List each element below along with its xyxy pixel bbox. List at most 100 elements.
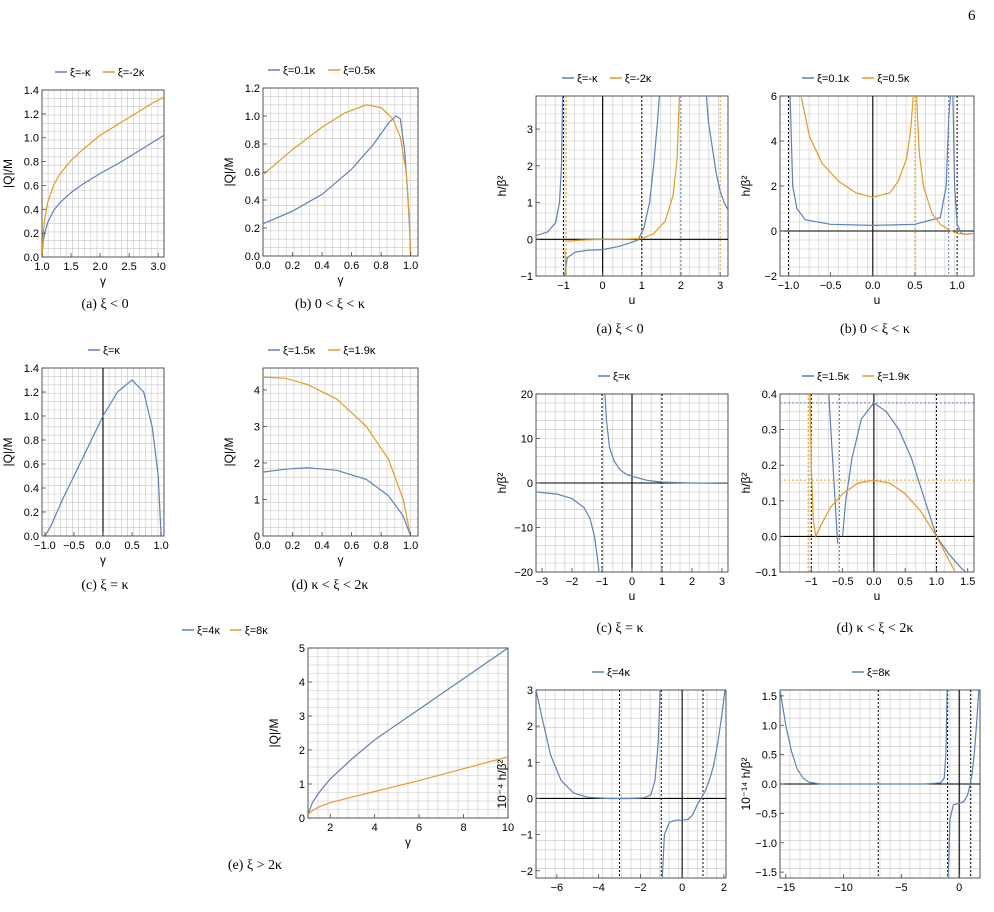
plot-svg: −6 −4 −2 0 2 −2 −1 0 1 2 3 10⁻⁴ h/β² ξ=4κ xyxy=(495,667,727,894)
y-tick-label: 4 xyxy=(254,385,260,397)
caption-left-d: (d) κ < ξ < 2κ xyxy=(291,578,369,593)
y-tick-label: 2 xyxy=(299,745,305,757)
legend-label: ξ=-κ xyxy=(70,67,91,79)
series-line-1 xyxy=(263,115,412,256)
caption-right-d: (d) κ < ξ < 2κ xyxy=(836,621,914,636)
plot-svg: −1.0 −0.5 0.0 0.5 1.0 −2 0 2 4 6 u h/β² ξ=0.1κ ξ=0.5κ xyxy=(739,73,975,307)
panel-left-e: 2 4 6 8 10 0 1 2 3 4 5 γ |Q|/M ξ=4κ ξ=8κ xyxy=(182,618,524,852)
panel-left-d: 0.0 0.2 0.4 0.6 0.8 1.0 0 1 2 3 4 γ |Q|/M ξ=1.5κ ξ=1.9… xyxy=(222,340,434,570)
panel-left-a: 1.0 1.5 2.0 2.5 3.0 0.0 0.2 0.4 0.6 0.8 1.0 1.2 1.4 γ… xyxy=(0,60,180,291)
legend: ξ=4κ ξ=8κ xyxy=(182,625,268,637)
y-tick-label: 0.0 xyxy=(24,252,39,264)
series-line-1 xyxy=(828,394,839,544)
x-tick-label: −0.5 xyxy=(832,576,854,588)
plot-frame xyxy=(535,95,729,277)
y-axis-label: h/β² xyxy=(495,473,509,494)
x-tick-label: 0 xyxy=(629,576,635,588)
x-tick-label: −1 xyxy=(596,576,609,588)
legend-label: ξ=8κ xyxy=(245,625,268,637)
x-tick-label: 0.0 xyxy=(865,280,880,292)
y-tick-label: −1 xyxy=(520,830,533,842)
plot-frame xyxy=(779,393,975,573)
y-tick-label: 0.8 xyxy=(245,139,260,151)
panel-left-b: 0.0 0.2 0.4 0.6 0.8 1.0 0.0 0.2 0.4 0.6 0.8 1.0 1.2 γ… xyxy=(222,60,434,290)
grid xyxy=(779,393,975,573)
y-tick-label: 10 xyxy=(521,434,533,446)
x-tick-label: 0 xyxy=(600,280,606,292)
legend: ξ=κ xyxy=(598,371,630,383)
legend-label: ξ=1.9κ xyxy=(877,371,910,383)
y-axis-label: |Q|/M xyxy=(222,158,236,187)
y-tick-label: 1 xyxy=(527,198,533,210)
y-tick-label: 1.0 xyxy=(24,133,39,145)
x-tick-label: −0.5 xyxy=(820,280,842,292)
x-tick-label: 1.0 xyxy=(153,540,168,552)
caption-left-c: (c) ξ = κ xyxy=(81,578,129,593)
x-tick-label: 0.5 xyxy=(898,576,913,588)
y-tick-label: 0.0 xyxy=(24,531,39,543)
x-tick-label: 8 xyxy=(460,822,466,834)
y-tick-label: 4 xyxy=(299,677,305,689)
x-tick-label: −2 xyxy=(634,882,647,894)
legend-label: ξ=1.5κ xyxy=(283,345,316,357)
y-tick-label: 0 xyxy=(527,234,533,246)
x-tick-label: −1 xyxy=(805,576,818,588)
panel-right-e: −6 −4 −2 0 2 −2 −1 0 1 2 3 10⁻⁴ h/β² ξ=4κ xyxy=(495,662,742,912)
y-tick-label: 1.2 xyxy=(24,109,39,121)
y-tick-label: 0.5 xyxy=(762,750,777,762)
caption-right-c: (c) ξ = κ xyxy=(596,621,644,636)
y-tick-label: 0 xyxy=(254,531,260,543)
x-tick-label: 1.0 xyxy=(403,260,418,272)
x-tick-label: 6 xyxy=(416,822,422,834)
series-line-1 xyxy=(842,402,967,572)
series-line-1 xyxy=(263,467,412,536)
series-line-1 xyxy=(947,690,980,878)
y-axis-label: 10⁻⁴ h/β² xyxy=(495,759,509,808)
caption-left-a: (a) ξ < 0 xyxy=(81,297,129,312)
y-tick-label: 0.2 xyxy=(245,223,260,235)
y-tick-label: −2 xyxy=(764,271,777,283)
legend-label: ξ=0.5κ xyxy=(343,65,376,77)
x-tick-label: 1.0 xyxy=(929,576,944,588)
y-axis-label: |Q|/M xyxy=(222,438,236,467)
y-axis-label: |Q|/M xyxy=(267,719,281,748)
y-tick-label: 0.6 xyxy=(24,180,39,192)
series-line-1 xyxy=(308,648,508,815)
y-axis-label: |Q|/M xyxy=(1,438,15,467)
x-tick-label: 0.5 xyxy=(124,540,139,552)
x-tick-label: 0.0 xyxy=(255,260,270,272)
plot-svg: 1.0 1.5 2.0 2.5 3.0 0.0 0.2 0.4 0.6 0.8 1.0 1.2 1.4 γ… xyxy=(1,67,166,288)
x-tick-label: 0.0 xyxy=(866,576,881,588)
y-tick-label: −1.0 xyxy=(755,838,777,850)
y-tick-label: 1.2 xyxy=(245,83,260,95)
y-tick-label: 0.0 xyxy=(762,779,777,791)
y-tick-label: 3 xyxy=(527,685,533,697)
y-tick-label: 0.4 xyxy=(24,204,39,216)
x-tick-label: −10 xyxy=(834,882,853,894)
x-tick-label: −5 xyxy=(895,882,908,894)
plot-svg: −15 −10 −5 0 −1.5 −1.0 −0.5 0.0 0.5 1.0 1.5 10⁻¹⁴ h… xyxy=(739,667,981,894)
y-tick-label: 0.4 xyxy=(762,389,777,401)
y-tick-label: 0.8 xyxy=(24,157,39,169)
series-line-2 xyxy=(308,756,508,816)
legend-label: ξ=0.5κ xyxy=(877,73,910,85)
legend-label: ξ=1.5κ xyxy=(817,371,850,383)
y-tick-label: 0.0 xyxy=(245,251,260,263)
x-tick-label: 0.6 xyxy=(344,540,359,552)
y-tick-label: 1 xyxy=(299,779,305,791)
y-tick-label: 1.0 xyxy=(762,720,777,732)
x-tick-label: −3 xyxy=(536,576,549,588)
y-tick-label: −1 xyxy=(520,271,533,283)
x-tick-label: −0.5 xyxy=(63,540,85,552)
x-axis-label: γ xyxy=(338,553,344,567)
series-line-1 xyxy=(661,690,726,878)
legend-label: ξ=0.1κ xyxy=(817,73,850,85)
x-tick-label: 2 xyxy=(327,822,333,834)
y-tick-label: 0.2 xyxy=(762,460,777,472)
y-tick-label: −10 xyxy=(514,523,533,535)
y-tick-label: 3 xyxy=(527,124,533,136)
y-tick-label: 20 xyxy=(521,389,533,401)
series-line-1 xyxy=(536,96,564,237)
x-tick-label: −1.0 xyxy=(778,280,800,292)
legend: ξ=1.5κ ξ=1.9κ xyxy=(268,345,376,357)
